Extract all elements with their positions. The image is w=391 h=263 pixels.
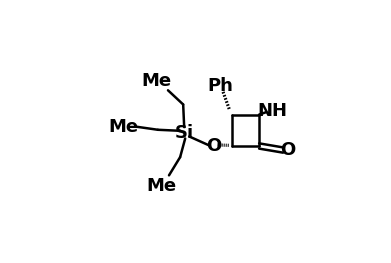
Text: NH: NH [257,102,287,120]
Text: Ph: Ph [208,77,233,95]
Text: Me: Me [147,178,177,195]
Text: Si: Si [175,124,194,142]
Text: Me: Me [108,118,138,136]
Text: O: O [280,141,295,159]
Text: Me: Me [142,72,172,90]
Text: O: O [206,137,221,155]
